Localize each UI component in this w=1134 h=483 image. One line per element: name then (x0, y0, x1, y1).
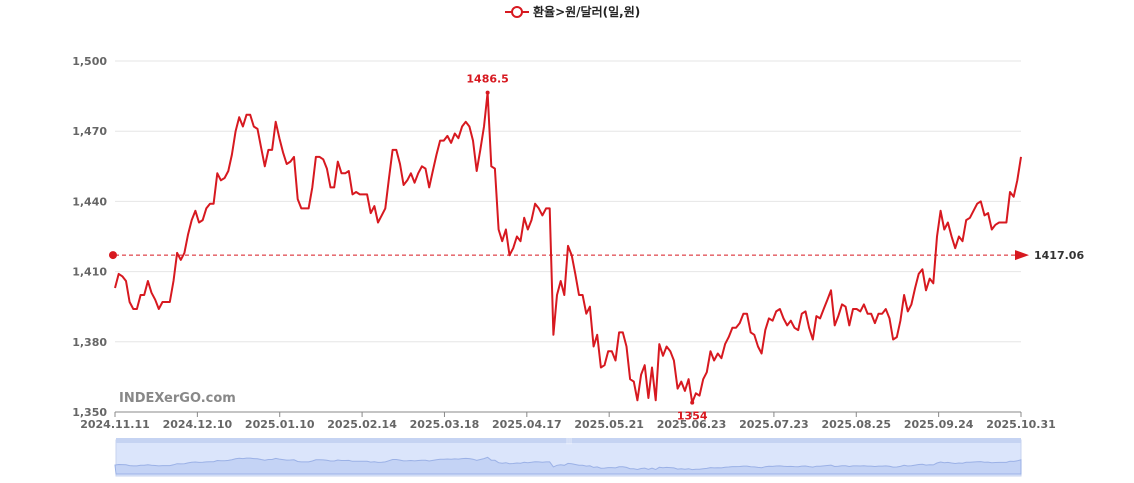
legend-circle-icon (511, 6, 523, 18)
legend-label: 환율>원/달러(일,원) (533, 4, 640, 19)
watermark: INDEXerGO.com (119, 391, 236, 406)
legend[interactable]: 환율>원/달러(일,원) (505, 4, 640, 19)
average-arrow-icon (1015, 250, 1029, 261)
zoom-handle-top[interactable] (116, 438, 1021, 443)
average-line-group: 1417.06 (109, 249, 1084, 262)
min-point (690, 400, 695, 405)
x-tick-label: 2025.04.17 (492, 418, 562, 431)
max-point (485, 90, 490, 95)
x-tick-label: 2025.10.31 (986, 418, 1056, 431)
zoom-handle-grip[interactable]: ||| (566, 438, 572, 445)
x-tick-label: 2025.09.24 (904, 418, 974, 431)
x-tick-label: 2025.08.25 (821, 418, 891, 431)
grid-lines (115, 60, 1021, 343)
series-line-exchange-rate (114, 91, 1022, 404)
y-axis-ticks: 1,350 1,380 1,410 1,440 1,470 1,500 (72, 55, 107, 419)
average-label: 1417.06 (1034, 249, 1084, 262)
min-label: 1354 (677, 410, 708, 423)
x-tick-label: 2025.06.23 (657, 418, 727, 431)
x-tick-label: 2024.12.10 (163, 418, 233, 431)
y-tick-label: 1,350 (72, 406, 107, 419)
y-tick-label: 1,440 (72, 195, 107, 208)
x-tick-label: 2025.02.14 (327, 418, 397, 431)
y-tick-label: 1,500 (72, 55, 107, 68)
x-tick-label: 2025.07.23 (739, 418, 809, 431)
x-tick-label: 2025.01.10 (245, 418, 315, 431)
annotations: 1486.5 1354 (466, 73, 707, 423)
zoom-slider[interactable]: ||| (114, 438, 1022, 477)
y-tick-label: 1,410 (72, 266, 107, 279)
average-start-dot (109, 251, 117, 260)
x-tick-label: 2024.11.11 (80, 418, 150, 431)
x-axis-ticks: 2024.11.11 2024.12.10 2025.01.10 2025.02.14… (80, 412, 1056, 431)
max-label: 1486.5 (466, 73, 508, 86)
y-tick-label: 1,380 (72, 336, 107, 349)
x-tick-label: 2025.03.18 (410, 418, 480, 431)
zoom-slider-preview (114, 456, 1022, 475)
y-tick-label: 1,470 (72, 125, 107, 138)
x-tick-label: 2025.05.21 (574, 418, 644, 431)
